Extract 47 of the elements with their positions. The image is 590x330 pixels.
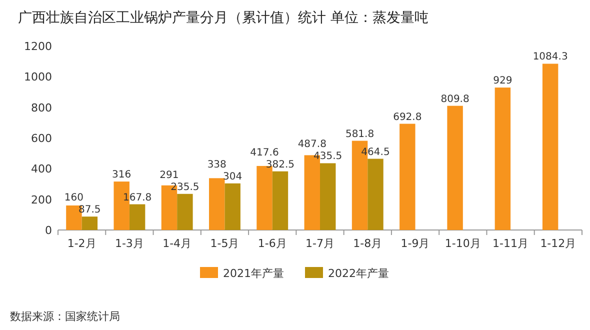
bar (447, 106, 463, 230)
x-tick-label: 1-10月 (444, 237, 481, 250)
x-tick-label: 1-9月 (400, 237, 430, 250)
x-tick-label: 1-3月 (114, 237, 144, 250)
x-tick-label: 1-4月 (162, 237, 192, 250)
y-tick-label: 400 (31, 162, 52, 176)
data-label: 338 (207, 159, 226, 170)
y-tick-label: 800 (31, 101, 52, 114)
data-label: 809.8 (440, 94, 470, 105)
data-label: 692.8 (393, 112, 422, 123)
data-label: 1084.3 (532, 52, 568, 63)
x-tick-label: 1-11月 (492, 237, 529, 250)
bar (177, 194, 193, 230)
x-tick-label: 1-5月 (210, 237, 240, 250)
y-tick-label: 200 (31, 193, 52, 206)
bar (82, 216, 98, 230)
x-tick-label: 1-7月 (306, 237, 334, 250)
data-label: 929 (493, 76, 512, 87)
data-label: 160 (64, 192, 84, 204)
bar (224, 183, 240, 230)
data-label: 304 (223, 171, 242, 182)
legend-label: 2022年产量 (328, 267, 389, 280)
bar (129, 204, 146, 230)
bar (209, 178, 225, 230)
bar (542, 64, 558, 230)
bar (320, 163, 336, 230)
y-tick-label: 600 (31, 132, 52, 145)
bar (400, 124, 416, 230)
x-tick-label: 1-12月 (540, 237, 576, 250)
y-tick-label: 1000 (24, 70, 52, 84)
y-tick-label: 1200 (24, 40, 52, 53)
y-tick-label: 0 (45, 224, 52, 237)
chart-title: 广西壮族自治区工业锅炉产量分月（累计值）统计 单位：蒸发量吨 (18, 10, 428, 26)
legend-label: 2021年产量 (223, 267, 284, 280)
x-tick-label: 1-6月 (258, 237, 287, 250)
data-label: 487.8 (298, 139, 326, 150)
source-note: 数据来源：国家统计局 (10, 310, 120, 323)
data-label: 581.8 (345, 128, 374, 140)
data-label: 316 (112, 170, 132, 181)
bar (368, 158, 384, 230)
bar (272, 171, 288, 230)
data-label: 417.6 (250, 147, 279, 158)
bar (494, 88, 511, 230)
x-tick-label: 1-8月 (353, 237, 382, 250)
data-label: 382.5 (266, 159, 295, 170)
x-tick-label: 1-2月 (67, 237, 96, 250)
data-label: 291 (160, 170, 179, 181)
